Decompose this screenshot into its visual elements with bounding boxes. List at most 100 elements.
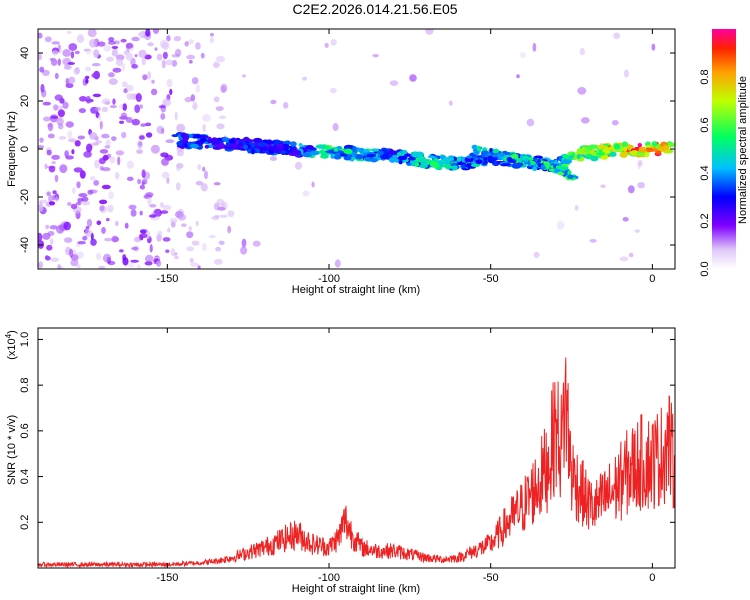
y-tick-label: 0.8 — [19, 377, 31, 392]
band-blob — [343, 144, 354, 151]
band-blob — [320, 152, 329, 159]
band-blob — [657, 146, 666, 152]
noise-blob — [65, 121, 74, 128]
noise-blob — [651, 43, 656, 51]
band-blob — [427, 155, 436, 159]
spectrogram-axes: -150 -100 -50 0 -40 -20 0 20 40 — [19, 29, 675, 285]
y-tick-label: 0 — [19, 146, 31, 152]
band-blob — [284, 140, 291, 145]
noise-blob — [86, 218, 93, 227]
band-blob — [258, 145, 269, 152]
noise-blob — [126, 84, 134, 92]
noise-blob — [101, 226, 106, 234]
noise-blob — [105, 139, 111, 147]
band-blob — [651, 141, 658, 147]
noise-blob — [125, 52, 133, 61]
noise-blob — [83, 151, 92, 158]
noise-blob — [204, 170, 208, 180]
noise-blob — [200, 52, 205, 59]
band-blob — [433, 157, 439, 162]
noise-blob — [115, 58, 124, 67]
colorbar-tick-label: 0.6 — [699, 117, 711, 132]
band-blob — [511, 163, 522, 169]
noise-blob — [197, 265, 201, 269]
band-blob — [344, 148, 353, 155]
noise-blob — [82, 235, 88, 241]
noise-blob — [63, 65, 72, 70]
spectrogram-heatmap — [38, 29, 675, 269]
noise-blob — [58, 266, 64, 269]
noise-blob — [134, 54, 138, 58]
band-blob — [370, 148, 380, 152]
noise-blob — [107, 40, 116, 45]
y-tick-label: 20 — [19, 95, 31, 107]
noise-blob — [241, 74, 246, 78]
y-tick-label: 40 — [19, 47, 31, 59]
noise-blob — [270, 99, 277, 105]
band-blob — [181, 139, 189, 144]
noise-blob — [167, 227, 171, 233]
noise-blob — [101, 98, 111, 105]
noise-blob — [126, 160, 134, 169]
noise-blob — [195, 84, 201, 93]
noise-blob — [161, 59, 166, 69]
noise-blob — [372, 54, 379, 58]
band-blob — [268, 145, 273, 151]
branch-blob — [492, 148, 499, 154]
noise-blob — [159, 202, 165, 208]
noise-blob — [39, 66, 45, 73]
band-blob — [590, 155, 599, 162]
noise-blob — [131, 118, 140, 126]
colorbar-tick-label: 0.0 — [699, 261, 711, 276]
noise-blob — [68, 138, 76, 143]
noise-blob — [139, 233, 148, 239]
band-blob — [406, 162, 412, 166]
noise-blob — [39, 137, 44, 143]
noise-blob — [165, 59, 174, 66]
noise-blob — [574, 205, 579, 211]
noise-blob — [74, 50, 80, 55]
band-blob — [414, 151, 425, 158]
band-blob — [266, 140, 274, 145]
noise-blob — [169, 88, 173, 95]
noise-blob — [85, 78, 89, 84]
noise-blob — [76, 34, 85, 44]
branch-blob — [476, 145, 481, 150]
y-tick-label: 0.6 — [19, 423, 31, 438]
band-blob — [456, 156, 462, 162]
band-blob — [199, 138, 208, 143]
noise-blob — [520, 52, 526, 58]
noise-blob — [174, 255, 179, 260]
noise-blob — [48, 201, 56, 206]
band-blob — [638, 146, 647, 153]
noise-blob — [184, 96, 193, 103]
band-blob — [470, 163, 481, 168]
noise-blob — [213, 258, 223, 265]
band-blob — [257, 141, 267, 147]
noise-blob — [124, 222, 129, 229]
noise-blob — [156, 53, 163, 61]
band-blob — [490, 157, 498, 161]
band-blob — [298, 143, 303, 147]
band-blob — [189, 143, 200, 149]
noise-blob — [139, 104, 143, 109]
noise-blob — [149, 244, 153, 253]
noise-blob — [104, 237, 113, 242]
band-blob — [363, 149, 369, 153]
noise-blob — [99, 120, 103, 130]
noise-blob — [210, 32, 214, 37]
noise-blob — [102, 253, 112, 263]
noise-blob — [150, 144, 160, 154]
noise-blob — [140, 123, 146, 127]
noise-blob — [144, 261, 153, 266]
noise-blob — [165, 249, 170, 253]
noise-blob — [611, 120, 619, 126]
noise-blob — [147, 42, 154, 47]
noise-blob — [72, 187, 76, 195]
noise-blob — [149, 204, 157, 208]
noise-blob — [516, 74, 520, 79]
noise-blob — [330, 39, 337, 46]
noise-blob — [121, 115, 127, 120]
noise-blob — [85, 48, 92, 55]
